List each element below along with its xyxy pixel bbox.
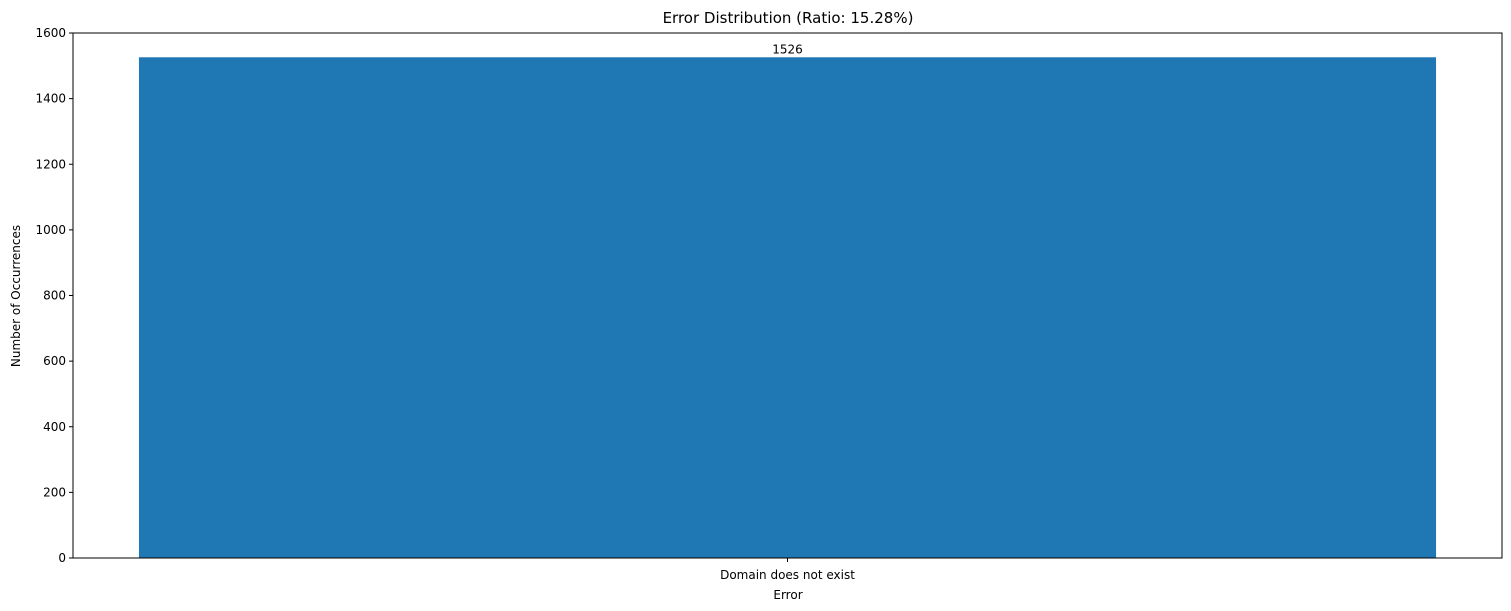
data-label-0: 1526: [772, 42, 803, 56]
chart-title: Error Distribution (Ratio: 15.28%): [663, 9, 914, 27]
y-tick-label-5: 1000: [35, 223, 66, 237]
plot-area: 1526 Domain does not exist 0 200 400 600 800 10…: [35, 26, 1503, 582]
y-axis-label: Number of Occurrences: [9, 225, 23, 367]
y-tick-label-2: 400: [43, 420, 66, 434]
y-tick-label-0: 0: [58, 551, 66, 565]
y-tick-label-8: 1600: [35, 26, 66, 40]
y-tick-label-3: 600: [43, 354, 66, 368]
bar-0: [138, 57, 1437, 558]
y-tick-label-4: 800: [43, 289, 66, 303]
y-tick-label-1: 200: [43, 485, 66, 499]
x-axis-label: Error: [773, 588, 802, 602]
plot-frame: [72, 32, 1503, 559]
y-tick-label-7: 1400: [35, 92, 66, 106]
y-tick-label-6: 1200: [35, 157, 66, 171]
x-tick-label-0: Domain does not exist: [720, 568, 855, 582]
